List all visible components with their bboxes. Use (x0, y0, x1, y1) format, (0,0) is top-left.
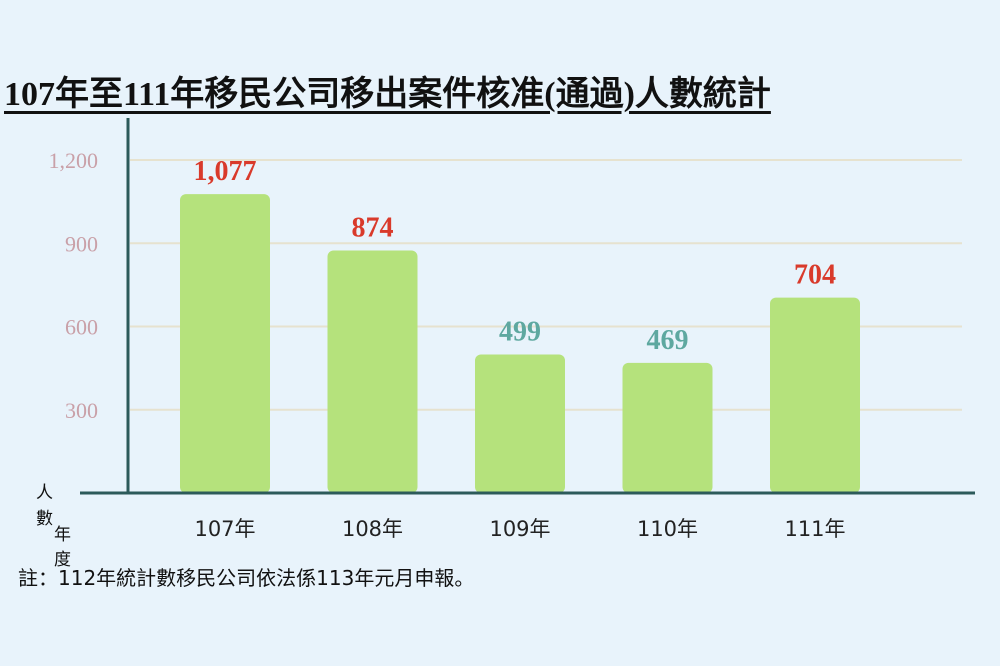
data-label: 469 (647, 325, 689, 356)
data-label: 1,077 (194, 156, 257, 187)
x-tick-label: 111年 (784, 517, 845, 541)
y-tick-label: 1,200 (49, 148, 99, 173)
x-tick-label: 107年 (194, 517, 255, 541)
x-tick-label: 110年 (637, 517, 698, 541)
bar (475, 354, 565, 493)
data-label: 704 (794, 260, 836, 291)
bar (770, 297, 860, 493)
x-axis-label-char: 度 (54, 550, 71, 570)
data-label: 499 (499, 317, 541, 348)
x-tick-label: 109年 (489, 517, 550, 541)
data-label: 874 (352, 212, 394, 243)
bar (180, 194, 270, 493)
x-tick-label: 108年 (342, 517, 403, 541)
y-axis-label-char: 數 (36, 509, 53, 529)
bar (622, 362, 713, 493)
y-tick-label: 600 (65, 315, 98, 340)
chart-title: 107年至111年移民公司移出案件核准(通過)人數統計 (4, 76, 771, 113)
y-tick-label: 900 (65, 231, 98, 256)
y-tick-label: 300 (65, 398, 98, 423)
footnote: 註：112年統計數移民公司依法係113年元月申報。 (18, 566, 475, 590)
bar (327, 250, 418, 493)
x-axis-label-char: 年 (54, 525, 71, 545)
y-axis-label-char: 人 (36, 483, 53, 503)
